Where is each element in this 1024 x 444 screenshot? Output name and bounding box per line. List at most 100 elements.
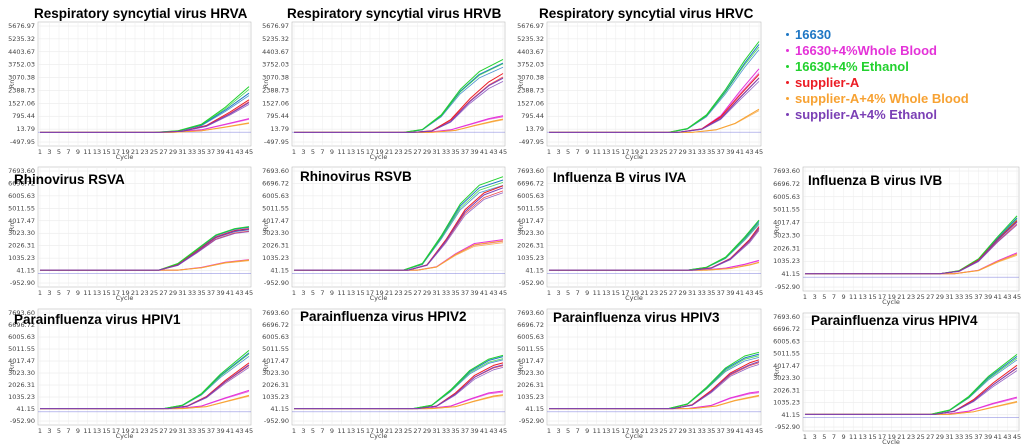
x-tick-label: 45: [245, 427, 253, 435]
x-tick-label: 25: [404, 427, 412, 435]
chart-panel: 7693.60 6696.72 6005.63 5011.55 4017.47 3023.…: [773, 312, 1021, 444]
legend-label: supplier-A+4% Ethanol: [795, 106, 937, 122]
x-tick-label: 21: [897, 293, 905, 301]
series-line-replicate: [40, 367, 250, 410]
x-tick-label: 39: [984, 433, 992, 441]
x-tick-label: 27: [926, 293, 934, 301]
x-tick-label: 19: [888, 433, 896, 441]
x-tick-label: 5: [311, 148, 315, 156]
x-tick-label: 23: [907, 293, 915, 301]
x-tick-label: 35: [707, 148, 715, 156]
y-tick-label: 5011.55: [8, 345, 35, 353]
x-tick-label: 23: [394, 289, 402, 297]
x-tick-label: 25: [659, 427, 667, 435]
y-tick-label: 3070.38: [8, 74, 35, 82]
x-tick-label: 35: [197, 289, 205, 297]
x-tick-label: 15: [102, 148, 110, 156]
x-tick-label: 5: [566, 427, 570, 435]
x-tick-label: 7: [576, 289, 580, 297]
y-tick-label: -952.90: [519, 417, 544, 425]
x-tick-label: 33: [698, 289, 706, 297]
x-tick-label: 35: [707, 289, 715, 297]
legend-item: supplier-A+4% Ethanol: [786, 106, 1022, 122]
y-axis-label: Rn: [262, 223, 270, 232]
x-tick-label: 33: [442, 148, 450, 156]
x-tick-label: 33: [698, 148, 706, 156]
x-tick-label: 11: [849, 433, 857, 441]
y-tick-label: 4017.47: [8, 217, 35, 225]
x-tick-label: 37: [207, 427, 215, 435]
x-tick-label: 45: [499, 148, 507, 156]
x-tick-label: 9: [841, 293, 845, 301]
x-tick-label: 17: [621, 148, 629, 156]
x-tick-label: 9: [585, 427, 589, 435]
y-tick-label: 4403.67: [517, 48, 544, 56]
x-tick-label: 3: [47, 427, 51, 435]
y-tick-label: 41.15: [270, 267, 289, 275]
x-tick-label: 41: [994, 293, 1002, 301]
y-tick-label: 3023.30: [517, 369, 544, 377]
x-tick-label: 1: [292, 427, 296, 435]
y-tick-label: 5011.55: [262, 345, 289, 353]
x-tick-label: 41: [736, 289, 744, 297]
y-tick-label: 1035.23: [773, 257, 800, 265]
x-tick-label: 25: [150, 148, 158, 156]
x-tick-label: 39: [470, 289, 478, 297]
y-tick-label: 5676.97: [517, 22, 544, 30]
x-tick-label: 43: [235, 148, 243, 156]
y-tick-label: 4403.67: [262, 48, 289, 56]
x-tick-label: 39: [470, 427, 478, 435]
x-tick-label: 13: [602, 289, 610, 297]
y-tick-label: 2388.73: [517, 86, 544, 94]
x-tick-label: 31: [945, 293, 953, 301]
y-tick-label: 1035.23: [773, 399, 800, 407]
x-axis-label: Cycle: [116, 153, 134, 161]
y-axis-label: Rn: [8, 80, 16, 89]
x-tick-label: 1: [547, 427, 551, 435]
x-tick-label: 45: [245, 289, 253, 297]
legend-item: supplier-A: [786, 74, 1022, 90]
chart-title: Influenza B virus IVB: [808, 173, 943, 188]
y-tick-label: 13.79: [525, 125, 544, 133]
chart-panel: 7693.60 6696.72 6005.63 5011.55 4017.47 3023.…: [773, 166, 1021, 306]
x-tick-label: 21: [131, 427, 139, 435]
x-tick-label: 25: [404, 148, 412, 156]
x-tick-label: 11: [337, 427, 345, 435]
x-tick-label: 5: [311, 289, 315, 297]
y-tick-label: 5011.55: [773, 350, 800, 358]
chart-title: Respiratory syncytial virus HRVB: [287, 6, 502, 21]
x-tick-label: 11: [593, 427, 601, 435]
chart-title: Parainfluenza virus HPIV4: [811, 313, 978, 328]
y-axis-label: Rn: [773, 225, 781, 234]
x-axis-label: Cycle: [116, 432, 134, 440]
y-tick-label: 6696.72: [517, 321, 544, 329]
x-tick-label: 3: [813, 433, 817, 441]
x-tick-label: 3: [556, 289, 560, 297]
x-tick-label: 21: [131, 148, 139, 156]
y-tick-label: -952.90: [775, 283, 800, 291]
x-tick-label: 3: [47, 148, 51, 156]
x-tick-label: 29: [423, 148, 431, 156]
x-tick-label: 41: [736, 427, 744, 435]
y-tick-label: 1035.23: [262, 254, 289, 262]
x-tick-label: 11: [83, 148, 91, 156]
chart-panel: 7693.60 6696.72 6005.63 5011.55 4017.47 3023.…: [262, 308, 507, 440]
y-tick-label: 5235.32: [262, 35, 289, 43]
x-tick-label: 11: [337, 148, 345, 156]
x-tick-label: 41: [994, 433, 1002, 441]
x-tick-label: 39: [726, 148, 734, 156]
y-tick-label: 6696.72: [517, 179, 544, 187]
y-tick-label: 41.15: [270, 405, 289, 413]
y-tick-label: 41.15: [781, 270, 800, 278]
series-line-replicate: [549, 230, 760, 271]
x-tick-label: 15: [868, 433, 876, 441]
x-tick-label: 43: [745, 427, 753, 435]
y-tick-label: 2026.31: [262, 242, 289, 250]
y-tick-label: 5011.55: [8, 204, 35, 212]
y-tick-label: 2026.31: [8, 242, 35, 250]
x-tick-label: 13: [602, 427, 610, 435]
x-tick-label: 3: [301, 148, 305, 156]
x-tick-label: 13: [347, 148, 355, 156]
x-tick-label: 37: [974, 433, 982, 441]
x-tick-label: 43: [489, 289, 497, 297]
